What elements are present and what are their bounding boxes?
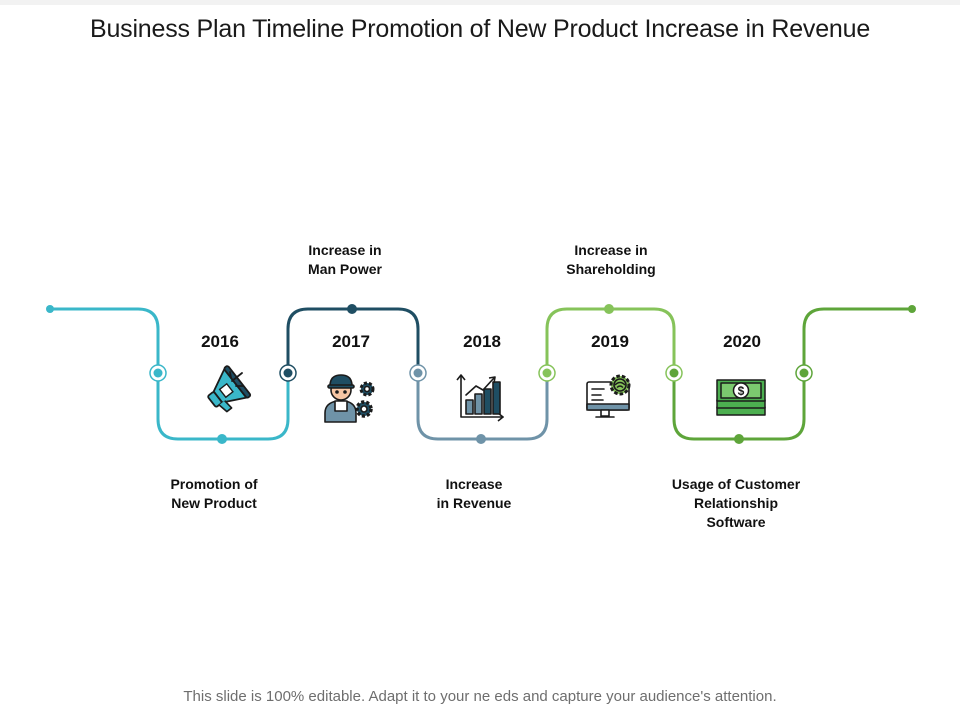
timeline-end-dot [908, 305, 916, 313]
year-label-2020: 2020 [723, 332, 761, 351]
milestone-dot-2016 [217, 434, 227, 444]
timeline-segment-2020 [672, 307, 912, 441]
milestone-dot-2019 [604, 304, 614, 314]
year-label-2016: 2016 [201, 332, 239, 351]
junction-ring [795, 364, 813, 382]
growth-chart-icon [456, 374, 504, 422]
page-title: Business Plan Timeline Promotion of New … [89, 15, 871, 43]
junction-ring [149, 364, 167, 382]
milestone-dot-2018 [476, 434, 486, 444]
year-label-2019: 2019 [591, 332, 629, 351]
milestone-label-2020: Usage of Customer Relationship Software [671, 476, 801, 530]
milestone-dot-2017 [347, 304, 357, 314]
timeline-start-dot [46, 305, 54, 313]
svg-text:$: $ [738, 384, 745, 398]
junction-ring [538, 364, 556, 382]
money-stack-icon: $ [716, 379, 766, 416]
year-label-2017: 2017 [332, 332, 370, 351]
year-label-2018: 2018 [463, 332, 501, 351]
milestone-label-2017: Increase in Man Power [308, 242, 382, 277]
megaphone-icon [207, 365, 252, 413]
monitor-gear-icon [586, 374, 631, 418]
milestone-label-2016: Promotion of New Product [170, 476, 258, 511]
junction-ring [665, 364, 683, 382]
milestone-label-2019: Increase in Shareholding [566, 242, 656, 277]
footer-note: This slide is 100% editable. Adapt it to… [183, 688, 777, 705]
sound-lines-icon [229, 371, 244, 387]
junction-ring [279, 364, 297, 382]
milestone-dot-2020 [734, 434, 744, 444]
timeline-segment-2016 [50, 307, 290, 441]
top-bar [0, 0, 960, 5]
junction-ring [409, 364, 427, 382]
milestone-label-2018: Increase in Revenue [436, 476, 512, 511]
worker-gears-icon [324, 374, 375, 423]
